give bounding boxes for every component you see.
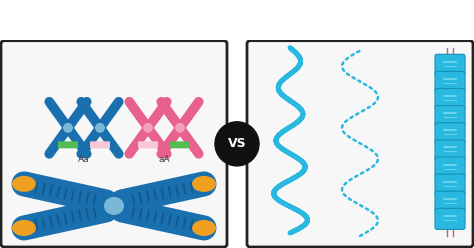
FancyBboxPatch shape [435,191,465,212]
Ellipse shape [95,123,105,133]
FancyBboxPatch shape [435,54,465,75]
FancyBboxPatch shape [435,106,465,127]
Ellipse shape [104,197,124,215]
Ellipse shape [63,123,73,133]
FancyBboxPatch shape [435,123,465,144]
Ellipse shape [175,123,185,133]
Ellipse shape [192,176,216,192]
FancyBboxPatch shape [138,141,158,148]
FancyBboxPatch shape [1,41,227,247]
FancyBboxPatch shape [435,208,465,229]
Text: Differences between Chromosome and Chromatid: Differences between Chromosome and Chrom… [12,12,462,27]
Ellipse shape [192,220,216,236]
Text: aA: aA [158,155,170,164]
FancyBboxPatch shape [435,71,465,93]
FancyBboxPatch shape [58,141,78,148]
Text: Aa: Aa [78,155,90,164]
FancyBboxPatch shape [435,174,465,195]
Ellipse shape [12,220,36,236]
Ellipse shape [12,176,36,192]
Text: VS: VS [228,137,246,150]
FancyBboxPatch shape [90,141,110,148]
FancyBboxPatch shape [170,141,190,148]
FancyBboxPatch shape [435,89,465,110]
Ellipse shape [143,123,153,133]
Circle shape [215,122,259,166]
FancyBboxPatch shape [435,157,465,178]
FancyBboxPatch shape [435,140,465,161]
FancyBboxPatch shape [247,41,473,247]
